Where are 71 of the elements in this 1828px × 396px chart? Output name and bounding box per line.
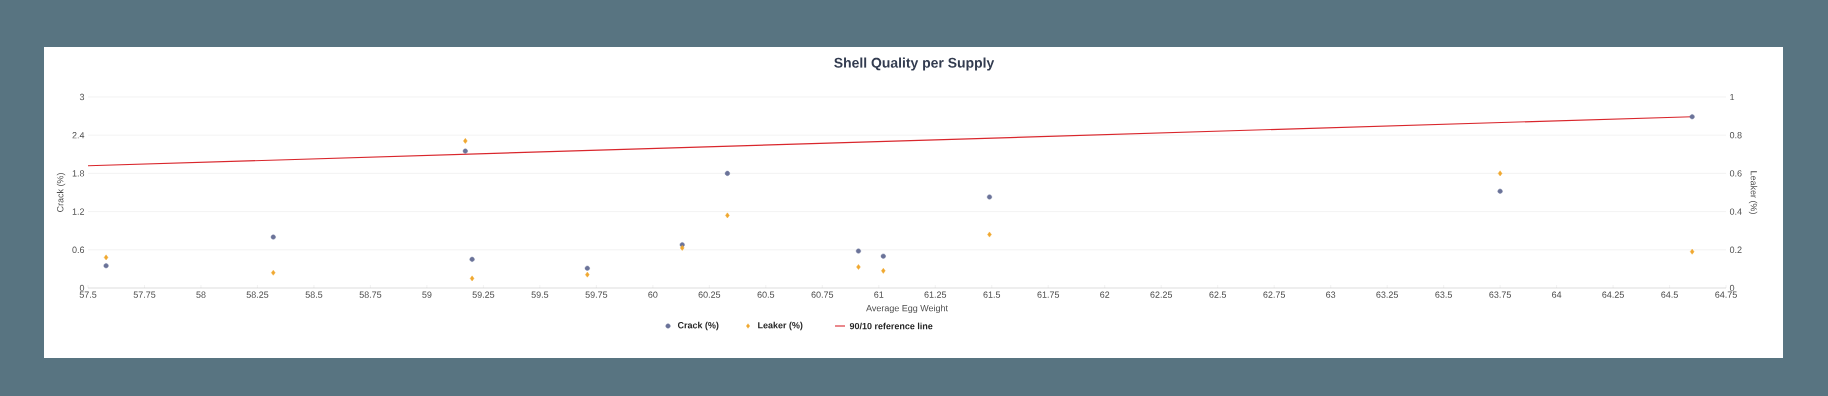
x-tick-label: 62.25 — [1150, 291, 1173, 298]
x-tick-label: 57.5 — [79, 291, 97, 298]
chart-title: Shell Quality per Supply — [834, 57, 995, 71]
y2-tick-label: 0.6 — [1729, 170, 1742, 177]
x-tick-label: 62.75 — [1263, 291, 1286, 298]
x-axis-title: Average Egg Weight — [866, 304, 948, 314]
x-tick-label: 60.5 — [757, 291, 775, 298]
point — [462, 148, 468, 154]
point — [1690, 248, 1695, 255]
y-tick-label: 2.4 — [72, 132, 85, 139]
y2-tick-label: 0.8 — [1729, 132, 1742, 139]
y-tick-label: 3 — [79, 93, 85, 101]
x-tick-label: 57.75 — [133, 291, 156, 298]
x-tick-label: 61.5 — [983, 291, 1001, 298]
point — [271, 269, 276, 276]
x-tick-label: 60.75 — [811, 291, 834, 298]
point — [584, 265, 590, 271]
x-tick-label: 64.75 — [1715, 291, 1737, 298]
point — [855, 248, 861, 254]
x-tick-label: 61.75 — [1037, 291, 1060, 298]
point — [1497, 188, 1503, 194]
x-tick-label: 61 — [874, 291, 884, 298]
x-tick-label: 59.5 — [531, 291, 549, 298]
x-tick-label: 64.5 — [1661, 291, 1678, 298]
point — [1689, 114, 1695, 120]
x-tick-label: 62.5 — [1209, 291, 1227, 298]
y2-tick-label: 0.4 — [1729, 208, 1742, 215]
point — [856, 264, 861, 270]
point — [103, 263, 109, 269]
y-tick-label: 1.8 — [72, 170, 85, 177]
point — [881, 268, 886, 274]
point — [724, 170, 730, 176]
point — [987, 231, 992, 238]
legend-label: Crack (%) — [677, 321, 719, 331]
x-tick-label: 58.75 — [359, 291, 382, 298]
legend-label: 90/10 reference line — [849, 322, 933, 330]
y-tick-label: 0.6 — [72, 246, 85, 253]
y-tick-label: 1.2 — [72, 208, 85, 215]
x-tick-label: 58.5 — [305, 291, 323, 298]
x-tick-label: 64 — [1552, 291, 1562, 298]
x-tick-label: 58.25 — [246, 291, 269, 298]
point — [585, 271, 590, 278]
x-tick-label: 60 — [648, 291, 658, 298]
x-tick-label: 59 — [422, 291, 432, 298]
y2-tick-label: 0.2 — [1729, 246, 1742, 253]
point — [880, 253, 886, 259]
x-tick-label: 61.25 — [924, 291, 947, 298]
x-tick-label: 63.25 — [1376, 291, 1398, 298]
x-tick-label: 59.25 — [472, 291, 495, 298]
point — [1497, 170, 1503, 177]
x-tick-label: 62 — [1100, 291, 1110, 298]
x-tick-label: 59.75 — [585, 291, 608, 298]
x-tick-label: 63 — [1326, 291, 1336, 298]
x-tick-label: 58 — [196, 291, 206, 298]
y2-tick-label: 1 — [1730, 93, 1735, 101]
y2-axis-title: Leaker (%) — [1748, 171, 1758, 214]
y2-tick-label: 0 — [1729, 284, 1735, 292]
point — [469, 275, 475, 282]
point — [103, 254, 109, 261]
y-tick-label: 0 — [79, 284, 85, 292]
x-tick-label: 63.5 — [1435, 291, 1452, 298]
point — [469, 256, 475, 262]
x-tick-label: 63.75 — [1489, 291, 1511, 298]
point — [463, 138, 468, 144]
point — [270, 234, 276, 240]
x-tick-label: 60.25 — [698, 291, 721, 298]
x-tick-label: 64.25 — [1602, 291, 1624, 298]
point — [725, 212, 730, 219]
legend-label: Leaker (%) — [758, 321, 803, 331]
y-axis-title: Crack (%) — [56, 173, 66, 212]
point — [987, 194, 992, 200]
